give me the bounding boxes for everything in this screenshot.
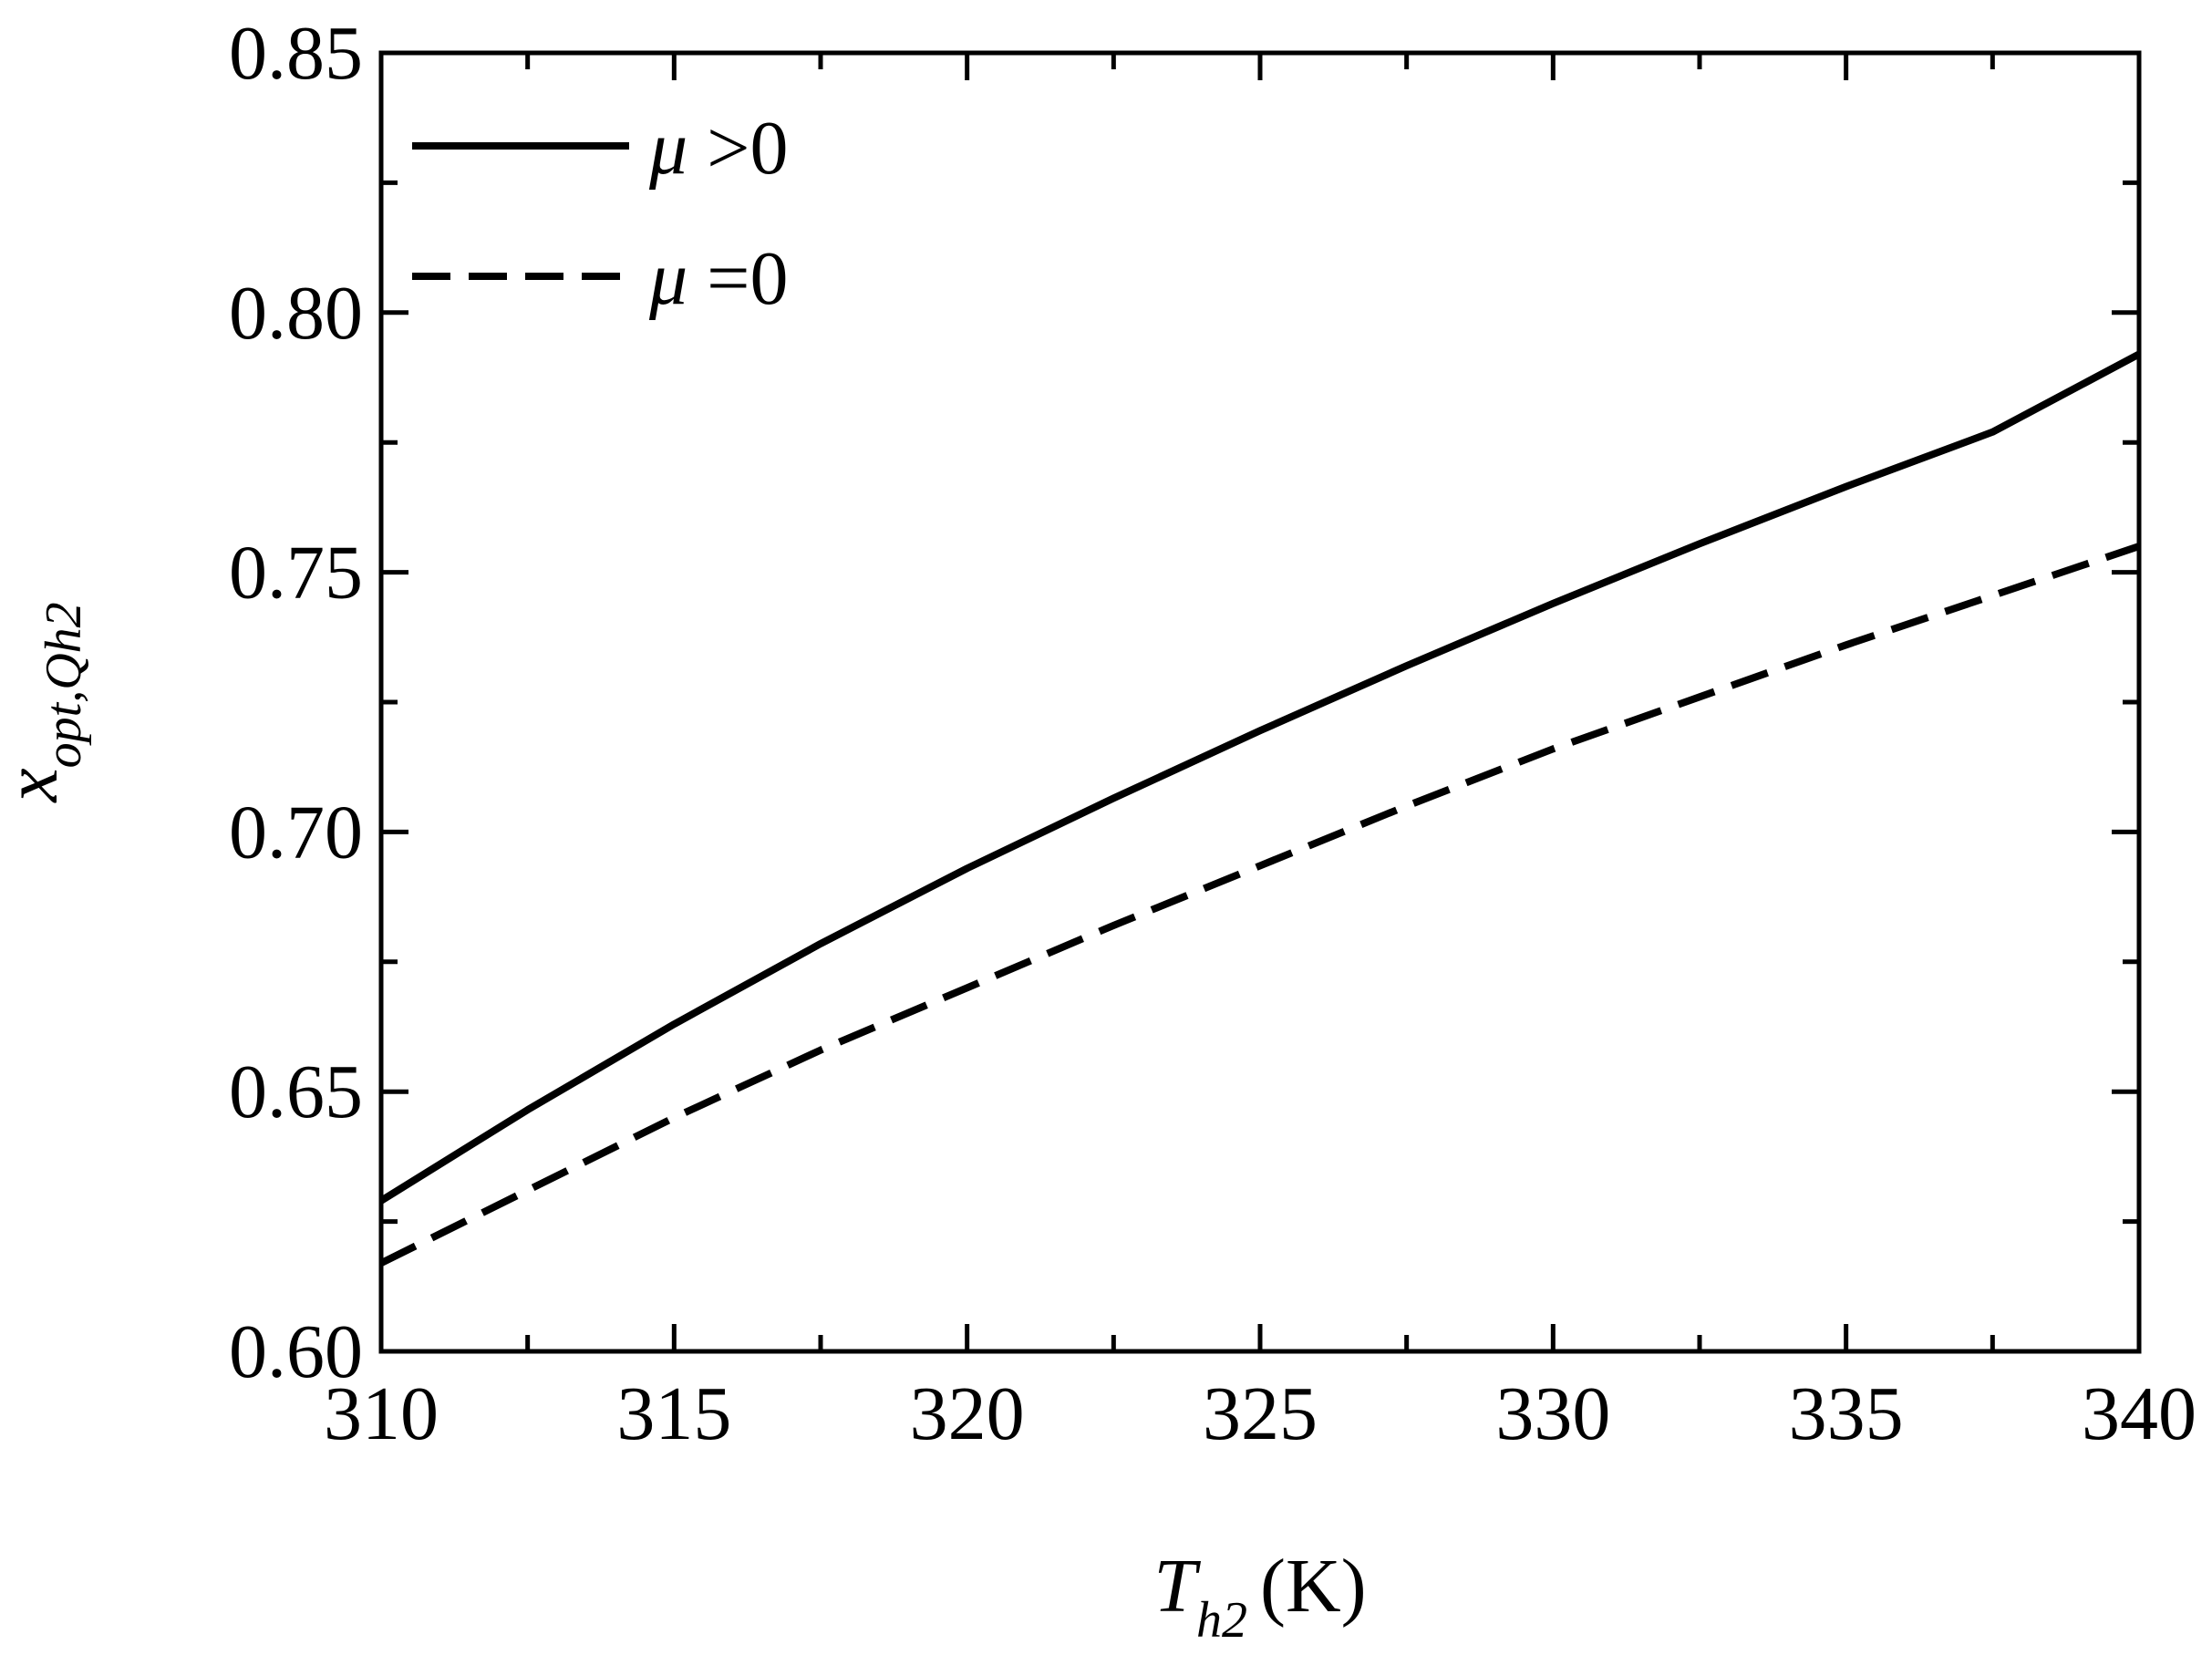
x-tick-label: 330 (1495, 1371, 1610, 1456)
x-axis-title: Th2 (K) (1153, 1544, 1366, 1649)
y-axis-ticks (381, 50, 2139, 1354)
x-axis-title-subscript: h2 (1196, 1592, 1247, 1649)
y-tick-label: 0.60 (229, 1309, 363, 1394)
legend: μ >0 μ =0 (412, 106, 789, 321)
y-axis-title: xopt,Qh2 (0, 602, 92, 803)
y-axis-tick-labels: 0.60 0.65 0.70 0.75 0.80 0.85 (229, 11, 363, 1394)
x-tick-label: 310 (324, 1371, 439, 1456)
x-axis-title-main: T (1153, 1544, 1201, 1629)
y-tick-label: 0.65 (229, 1050, 363, 1134)
plot-frame (378, 50, 2142, 1354)
legend-relation: =0 (687, 236, 788, 321)
x-tick-label: 320 (910, 1371, 1025, 1456)
plot-layer (378, 350, 2141, 1267)
legend-label-mu-zero: μ =0 (648, 236, 789, 321)
y-tick-label: 0.75 (229, 531, 363, 615)
x-tick-label: 325 (1203, 1371, 1318, 1456)
y-tick-label: 0.70 (229, 790, 363, 874)
legend-relation: >0 (687, 106, 788, 191)
y-tick-label: 0.85 (229, 11, 363, 96)
legend-label-mu-positive: μ >0 (648, 106, 789, 191)
x-tick-label: 340 (2082, 1371, 2196, 1456)
y-tick-label: 0.80 (229, 271, 363, 356)
series-line-mu-zero (379, 543, 2141, 1267)
legend-symbol-mu: μ (648, 236, 687, 321)
x-tick-label: 335 (1789, 1371, 1904, 1456)
x-axis-tick-labels: 310 315 320 325 330 335 340 (324, 1371, 2196, 1456)
x-tick-label: 315 (616, 1371, 731, 1456)
legend-symbol-mu: μ (648, 106, 687, 191)
x-axis-title-unit: (K) (1260, 1544, 1367, 1629)
y-axis-title-main: x (0, 768, 74, 803)
series-line-mu-positive (378, 350, 2141, 1205)
x-axis-ticks (378, 53, 2142, 1351)
y-axis-title-subscript: opt,Qh2 (36, 602, 92, 768)
